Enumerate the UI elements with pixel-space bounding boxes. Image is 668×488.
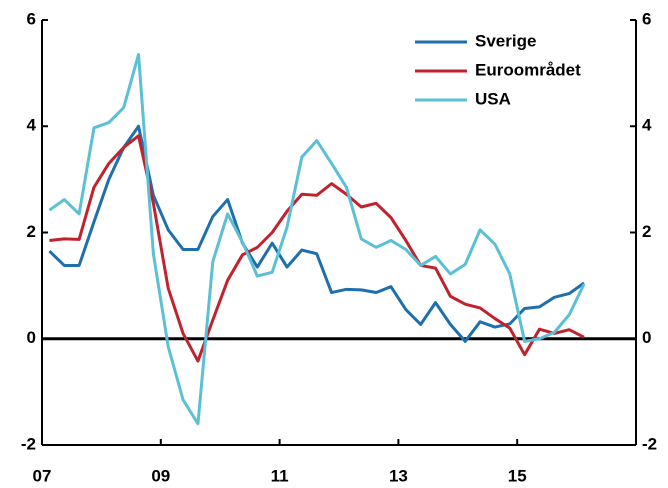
y2-tick-label: 0	[642, 328, 651, 347]
series-line	[49, 134, 585, 363]
x-tick-label: 13	[389, 466, 408, 485]
legend-label: Sverige	[475, 31, 536, 50]
y-tick-label: 2	[27, 222, 36, 241]
legend-label: Euroområdet	[475, 60, 581, 79]
y-tick-label: 0	[27, 328, 36, 347]
y-tick-label: 4	[27, 116, 37, 135]
x-tick-label: 07	[33, 466, 52, 485]
y2-tick-label: 6	[642, 9, 651, 28]
x-tick-label: 11	[271, 466, 289, 485]
y2-tick-label: -2	[642, 434, 657, 453]
y-tick-label: -2	[21, 434, 36, 453]
y-tick-label: 6	[27, 9, 36, 28]
series-line	[48, 53, 586, 426]
x-tick-label: 09	[151, 466, 170, 485]
x-tick-label: 15	[508, 466, 527, 485]
legend-label: USA	[475, 89, 511, 108]
y2-tick-label: 2	[642, 222, 651, 241]
series-line	[48, 124, 585, 343]
y2-tick-label: 4	[642, 116, 652, 135]
